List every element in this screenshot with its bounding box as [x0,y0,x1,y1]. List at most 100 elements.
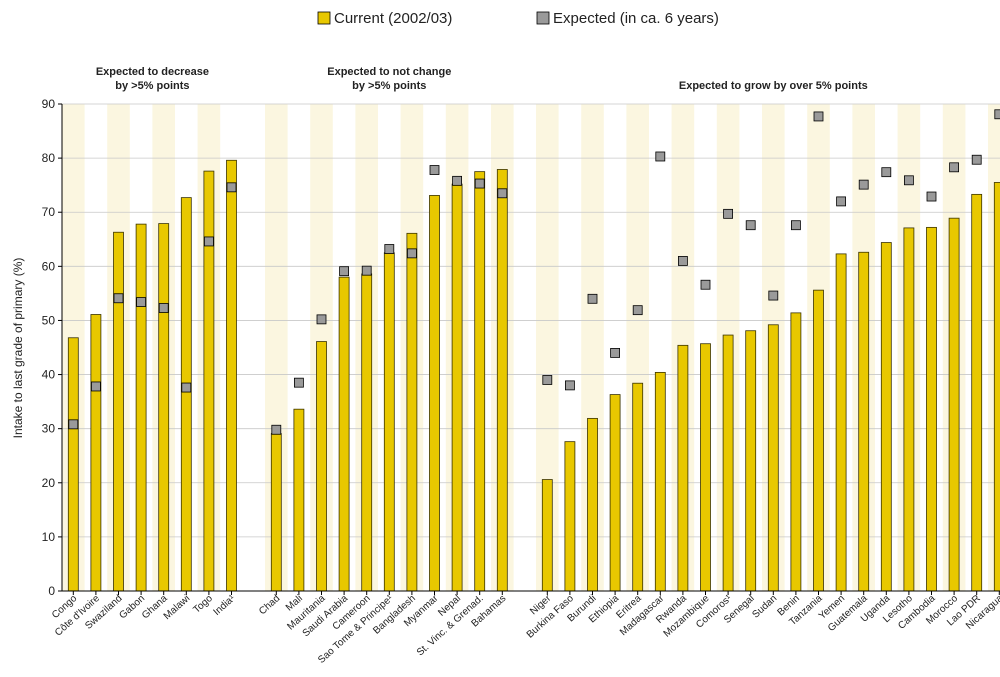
bar-current [113,231,124,592]
marker-expected [858,179,869,190]
bar-current [858,251,870,592]
category-label: Malawi [162,593,192,622]
marker-expected [271,424,282,435]
marker-expected [361,265,372,276]
marker-expected [565,380,575,391]
bar-current [971,193,983,592]
marker-expected [113,293,124,304]
y-tick-label: 90 [42,97,56,111]
marker-expected [926,191,937,202]
marker-expected [158,303,169,313]
bar-current [654,371,666,592]
marker-expected [587,293,598,304]
marker-expected [632,305,643,316]
bar-current [767,324,779,592]
y-tick-label: 80 [42,151,56,165]
bar-current [316,341,327,592]
marker-expected [203,236,214,247]
bar-current [496,169,508,592]
marker-expected [678,256,688,266]
category-label: India¹ [212,593,238,618]
bar-current [541,479,553,592]
marker-expected [971,154,982,165]
marker-expected [542,375,553,385]
bar-current [338,276,350,592]
bar-current [203,170,215,592]
marker-expected [904,175,914,186]
y-tick-label: 10 [42,530,56,544]
marker-expected [452,175,463,186]
y-tick-label: 30 [42,422,56,436]
bar-current [948,217,960,592]
marker-expected [226,182,237,193]
bar-current [383,252,395,592]
bar-current [429,195,440,592]
group-heading: by >5% points [115,80,189,92]
y-tick-label: 60 [42,259,56,273]
marker-expected [768,290,779,301]
bar-current [293,408,305,592]
category-label: Togo [191,593,215,616]
marker-expected [497,188,508,199]
stripe [536,104,559,591]
marker-expected [68,419,79,430]
bar-current [474,171,486,592]
bar-current [632,382,644,592]
bar-current [270,433,282,592]
marker-expected [316,314,327,325]
bar-current [835,253,847,592]
marker-expected [293,377,304,388]
bar-current [745,330,757,592]
legend-label-current: Current (2002/03) [334,10,452,27]
bar-current [67,337,79,592]
marker-expected [429,165,440,175]
marker-expected [474,178,485,189]
marker-expected [881,167,892,178]
bar-current [903,227,915,592]
bar-current [587,417,598,592]
bar-current [926,226,937,592]
stripe [265,104,288,591]
legend-swatch-current [317,11,331,25]
bar-current [677,344,689,592]
category-label: Sudan [750,593,779,621]
marker-expected [813,111,824,122]
y-tick-label: 20 [42,476,56,490]
marker-expected [791,220,801,231]
bar-current [158,223,170,592]
markers-expected [68,109,1000,435]
marker-expected [994,109,1000,120]
legend: Current (2002/03) Expected (in ca. 6 yea… [317,10,719,27]
marker-expected [406,248,417,259]
bar-current [993,182,1000,592]
marker-expected [745,220,756,231]
y-tick-label: 70 [42,205,56,219]
marker-expected [339,266,350,277]
marker-expected [136,297,147,307]
bars-current [67,159,1000,592]
y-axis-title: Intake to last grade of primary (%) [11,258,25,439]
bar-current [609,394,621,592]
group-heading: by >5% points [352,80,426,92]
bar-current [813,289,824,592]
y-tick-label: 50 [42,313,56,327]
y-tick-label: 40 [42,368,56,382]
axes [58,103,1000,595]
bar-current [451,183,463,592]
bar-current [700,343,711,592]
legend-swatch-expected [536,11,550,25]
group-heading: Expected to decrease [96,66,209,78]
marker-expected [836,196,846,207]
bar-current [90,314,102,592]
stripe [581,104,604,591]
marker-expected [610,348,620,358]
marker-expected [181,382,192,393]
bar-current [361,273,373,592]
group-heading: Expected to grow by over 5% points [679,80,868,92]
bar-current [226,159,237,592]
bar-current [135,223,147,592]
y-tick-label: 0 [48,584,55,598]
bar-current [180,197,192,592]
bar-current [406,232,418,592]
